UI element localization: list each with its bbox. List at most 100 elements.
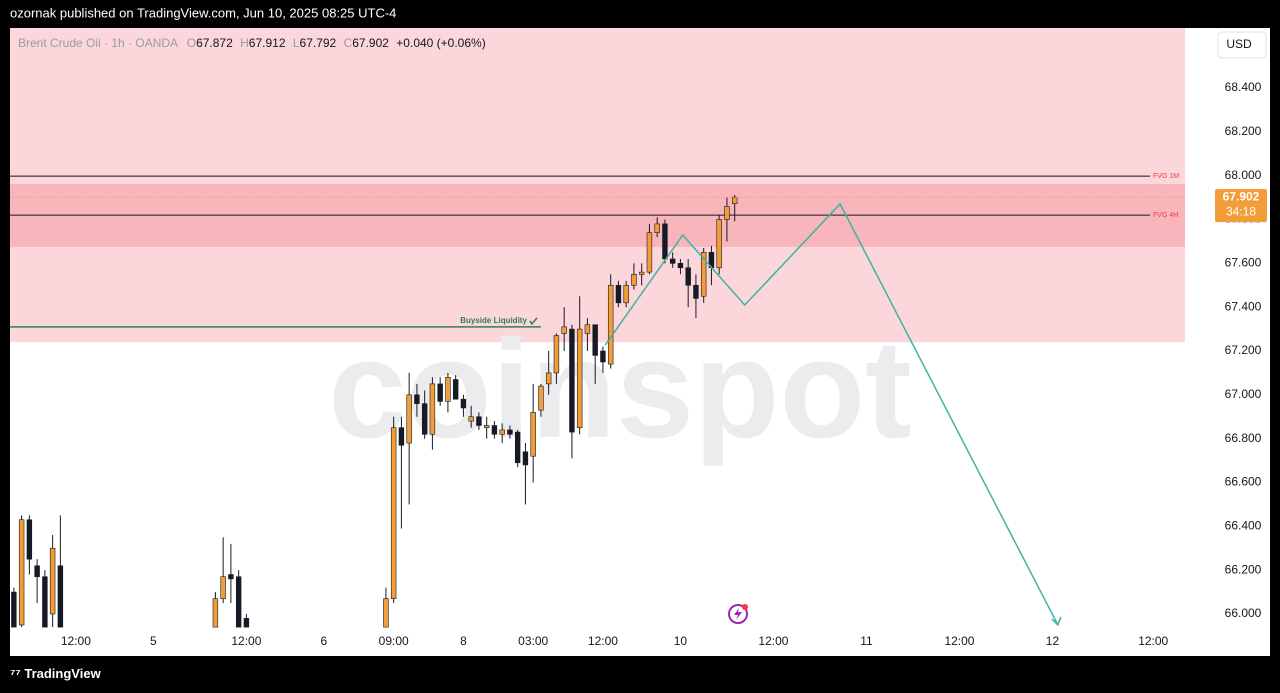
candle-body: [228, 574, 234, 580]
lightning-icon: [728, 604, 748, 624]
candle-body: [383, 598, 389, 628]
candle-body: [414, 394, 420, 404]
candle-body: [677, 263, 684, 269]
candle-body: [499, 429, 505, 435]
legend-label: O: [187, 36, 196, 50]
candle-body: [406, 394, 412, 444]
x-tick-label: 12: [1046, 634, 1060, 648]
x-tick-label: 12:00: [944, 634, 974, 648]
footer-text: TradingView: [24, 666, 101, 681]
candle-body: [623, 284, 629, 304]
candle-body: [600, 350, 606, 363]
candle-body: [545, 372, 552, 385]
candle-body: [476, 416, 482, 426]
symbol-title: Brent Crude Oil · 1h · OANDA: [18, 36, 178, 50]
candle-body: [731, 196, 738, 205]
candle-body: [561, 326, 567, 334]
legend-value: 67.872: [196, 36, 233, 50]
x-tick-label: 8: [460, 634, 467, 648]
y-tick-label: 66.200: [1225, 562, 1262, 576]
x-tick-label: 11: [860, 634, 873, 648]
y-tick-label: 67.200: [1225, 343, 1262, 357]
candle-body: [49, 547, 56, 615]
y-tick-label: 66.400: [1225, 518, 1262, 532]
candle-body: [662, 223, 668, 260]
candle-body: [700, 252, 707, 297]
y-tick-label: 68.000: [1225, 168, 1262, 182]
candle-body: [646, 232, 653, 273]
y-tick-label: 67.600: [1225, 256, 1262, 270]
candle-body: [716, 219, 722, 269]
candle-body: [514, 431, 521, 464]
y-tick-label: 66.800: [1225, 431, 1262, 445]
candle-body: [11, 591, 17, 628]
currency-button[interactable]: [1217, 31, 1267, 59]
arrow-head: [1051, 616, 1062, 627]
legend-change: +0.040 (+0.06%): [396, 36, 485, 50]
candle-body: [530, 412, 536, 457]
candle-body: [429, 383, 436, 435]
countdown: 34:18: [1226, 204, 1256, 218]
candle-body: [26, 519, 33, 560]
level-label: FVG 1M: [1153, 173, 1179, 180]
candle-body: [18, 519, 25, 626]
legend-value: 67.902: [352, 36, 389, 50]
candle-body: [615, 284, 622, 304]
candle-body: [468, 416, 474, 422]
y-tick-label: 67.000: [1225, 387, 1262, 401]
candle-body: [654, 223, 660, 233]
candle-body: [491, 425, 498, 435]
candle-body: [483, 425, 490, 429]
candle-body: [460, 398, 467, 409]
y-tick-label: 66.000: [1225, 606, 1262, 620]
candle-body: [243, 618, 250, 628]
y-tick-label: 67.400: [1225, 299, 1262, 313]
candle-body: [724, 206, 730, 220]
candle-body: [398, 427, 405, 446]
last-price-box: [1215, 189, 1267, 223]
candle-body: [42, 576, 48, 628]
watermark: coinspot: [328, 310, 911, 467]
candle-body: [538, 385, 544, 411]
legend-value: 67.912: [249, 36, 286, 50]
plot-layer: 66.000 66.200 66.400 66.600 66.800 67.000 67.2…: [10, 80, 1267, 648]
x-tick-label: 09:00: [379, 634, 409, 648]
x-tick-label: 10: [674, 634, 688, 648]
candle-body: [631, 274, 637, 286]
y-tick-label: 66.600: [1225, 475, 1262, 489]
last-price-label: 67.902: [1223, 189, 1260, 203]
x-tick-label: 12:00: [588, 634, 618, 648]
x-tick-label: 03:00: [518, 634, 548, 648]
candle-body: [607, 284, 614, 365]
candle-body: [592, 324, 598, 356]
candle-body: [421, 403, 428, 435]
currency-label: USD: [1226, 37, 1252, 51]
footer-logo: ⁷⁷ TradingView: [10, 666, 102, 681]
x-tick-label: 12:00: [61, 634, 91, 648]
background-layer: [10, 28, 1185, 343]
candle-body: [638, 271, 645, 275]
candle-body: [685, 267, 691, 286]
y-tick-label: 68.200: [1225, 124, 1262, 138]
y-tick-label: 68.400: [1225, 80, 1262, 94]
x-tick-label: 12:00: [231, 634, 261, 648]
candle-body: [235, 576, 242, 628]
candle-body: [57, 565, 64, 628]
legend-label: L: [293, 36, 300, 50]
candle-body: [445, 377, 451, 402]
candle-body: [507, 429, 513, 435]
legend-label: C: [344, 36, 353, 50]
x-tick-label: 6: [321, 634, 328, 648]
candle-body: [390, 427, 397, 599]
header-text: ozornak published on TradingView.com, Ju…: [10, 5, 396, 20]
candle-body: [220, 576, 226, 599]
x-tick-label: 12:00: [758, 634, 788, 648]
candle-body: [553, 335, 560, 374]
x-tick-label: 12:00: [1138, 634, 1168, 648]
candle-body: [452, 379, 459, 400]
candle-body: [569, 328, 575, 433]
legend-label: H: [240, 36, 249, 50]
candle-body: [34, 565, 40, 578]
projection-path: [604, 202, 1059, 626]
